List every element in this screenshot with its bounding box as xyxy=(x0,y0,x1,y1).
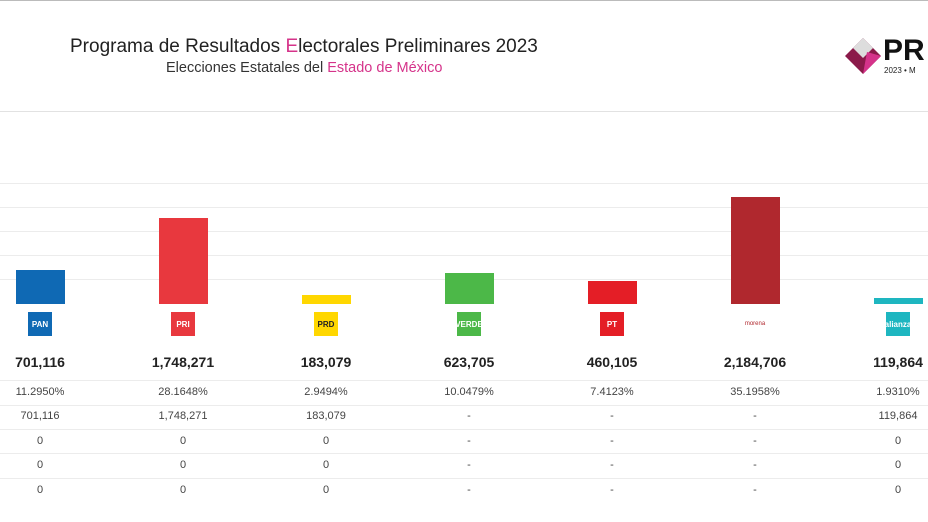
breakdown-cell: - xyxy=(610,459,614,471)
subtitle-text: Elecciones Estatales del xyxy=(166,60,328,76)
breakdown-cell: - xyxy=(610,484,614,496)
breakdown-cell: - xyxy=(467,484,471,496)
bar-morena[interactable] xyxy=(731,197,780,304)
gridline xyxy=(0,183,928,184)
breakdown-cell: 701,116 xyxy=(20,410,60,422)
breakdown-cell: - xyxy=(610,435,614,447)
row-divider xyxy=(0,453,928,454)
gridline xyxy=(0,207,928,208)
breakdown-cell: - xyxy=(753,410,757,422)
top-border xyxy=(0,0,928,1)
breakdown-cell: 0 xyxy=(179,435,187,447)
pri-logo-icon: PRI xyxy=(171,312,195,336)
breakdown-cell: 0 xyxy=(36,484,44,496)
vote-total: 183,079 xyxy=(300,354,352,370)
breakdown-cell: - xyxy=(753,435,757,447)
verde-logo-icon: VERDE xyxy=(455,312,483,336)
vote-percentage: 35.1958% xyxy=(730,386,780,398)
bar-pri[interactable] xyxy=(159,218,208,304)
breakdown-cell: - xyxy=(753,484,757,496)
row-divider xyxy=(0,478,928,479)
vote-total: 119,864 xyxy=(873,354,923,370)
bar-alianza[interactable] xyxy=(874,298,923,304)
prep-logo: PR 2023 • M xyxy=(843,34,928,78)
bar-pt[interactable] xyxy=(588,281,637,304)
row-divider xyxy=(0,405,928,406)
bar-prd[interactable] xyxy=(302,295,351,304)
pan-logo-icon: PAN xyxy=(28,312,52,336)
vote-total: 623,705 xyxy=(443,354,495,370)
page-title: Programa de Resultados Electorales Preli… xyxy=(70,36,538,58)
logo-year: 2023 • M xyxy=(884,66,916,75)
breakdown-cell: 0 xyxy=(322,435,330,447)
breakdown-cell: - xyxy=(467,410,471,422)
gridline xyxy=(0,231,928,232)
breakdown-cell: 183,079 xyxy=(306,410,346,422)
breakdown-cell: 0 xyxy=(894,484,902,496)
vote-percentage: 2.9494% xyxy=(304,386,348,398)
title-accent: E xyxy=(285,36,299,57)
alianza-logo-icon: alianza xyxy=(885,312,911,336)
row-divider xyxy=(0,380,928,381)
prd-logo-icon: PRD xyxy=(314,312,338,336)
breakdown-cell: 0 xyxy=(322,459,330,471)
title-text: Programa de Resultados xyxy=(70,36,286,57)
vote-total: 701,116 xyxy=(15,354,65,370)
vote-percentage: 1.9310% xyxy=(876,386,920,398)
morena-logo-icon: morena xyxy=(744,321,766,327)
breakdown-cell: 0 xyxy=(36,435,44,447)
pt-logo-icon: PT xyxy=(600,312,624,336)
subtitle-accent: Estado de México xyxy=(327,60,443,76)
page-subtitle: Elecciones Estatales del Estado de Méxic… xyxy=(166,60,442,76)
breakdown-cell: 1,748,271 xyxy=(158,410,208,422)
breakdown-cell: 0 xyxy=(179,484,187,496)
breakdown-cell: 0 xyxy=(36,459,44,471)
breakdown-cell: - xyxy=(467,435,471,447)
vote-total: 2,184,706 xyxy=(723,354,787,370)
breakdown-cell: - xyxy=(610,410,614,422)
vote-total: 460,105 xyxy=(586,354,638,370)
logo-text: PR xyxy=(883,34,925,67)
header-divider xyxy=(0,111,928,112)
vote-total: 1,748,271 xyxy=(151,354,215,370)
breakdown-cell: - xyxy=(753,459,757,471)
breakdown-cell: 0 xyxy=(894,435,902,447)
bar-pan[interactable] xyxy=(16,270,65,304)
vote-percentage: 28.1648% xyxy=(158,386,208,398)
vote-percentage: 10.0479% xyxy=(444,386,494,398)
row-divider xyxy=(0,429,928,430)
breakdown-cell: 0 xyxy=(179,459,187,471)
breakdown-cell: 0 xyxy=(894,459,902,471)
gridline xyxy=(0,255,928,256)
bar-verde[interactable] xyxy=(445,273,494,304)
prep-diamond-icon xyxy=(845,38,881,74)
breakdown-cell: 0 xyxy=(322,484,330,496)
breakdown-cell: - xyxy=(467,459,471,471)
breakdown-cell: 119,864 xyxy=(878,410,918,422)
title-text-rest: lectorales Preliminares 2023 xyxy=(298,36,538,57)
vote-percentage: 11.2950% xyxy=(15,386,65,398)
vote-percentage: 7.4123% xyxy=(590,386,634,398)
